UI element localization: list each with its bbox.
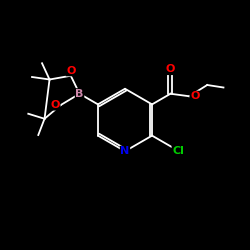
Text: O: O	[50, 100, 60, 110]
Text: O: O	[66, 66, 76, 76]
Text: N: N	[120, 146, 130, 156]
Text: Cl: Cl	[172, 146, 184, 156]
Text: B: B	[75, 89, 84, 99]
Text: O: O	[166, 64, 175, 74]
Text: O: O	[190, 91, 200, 101]
